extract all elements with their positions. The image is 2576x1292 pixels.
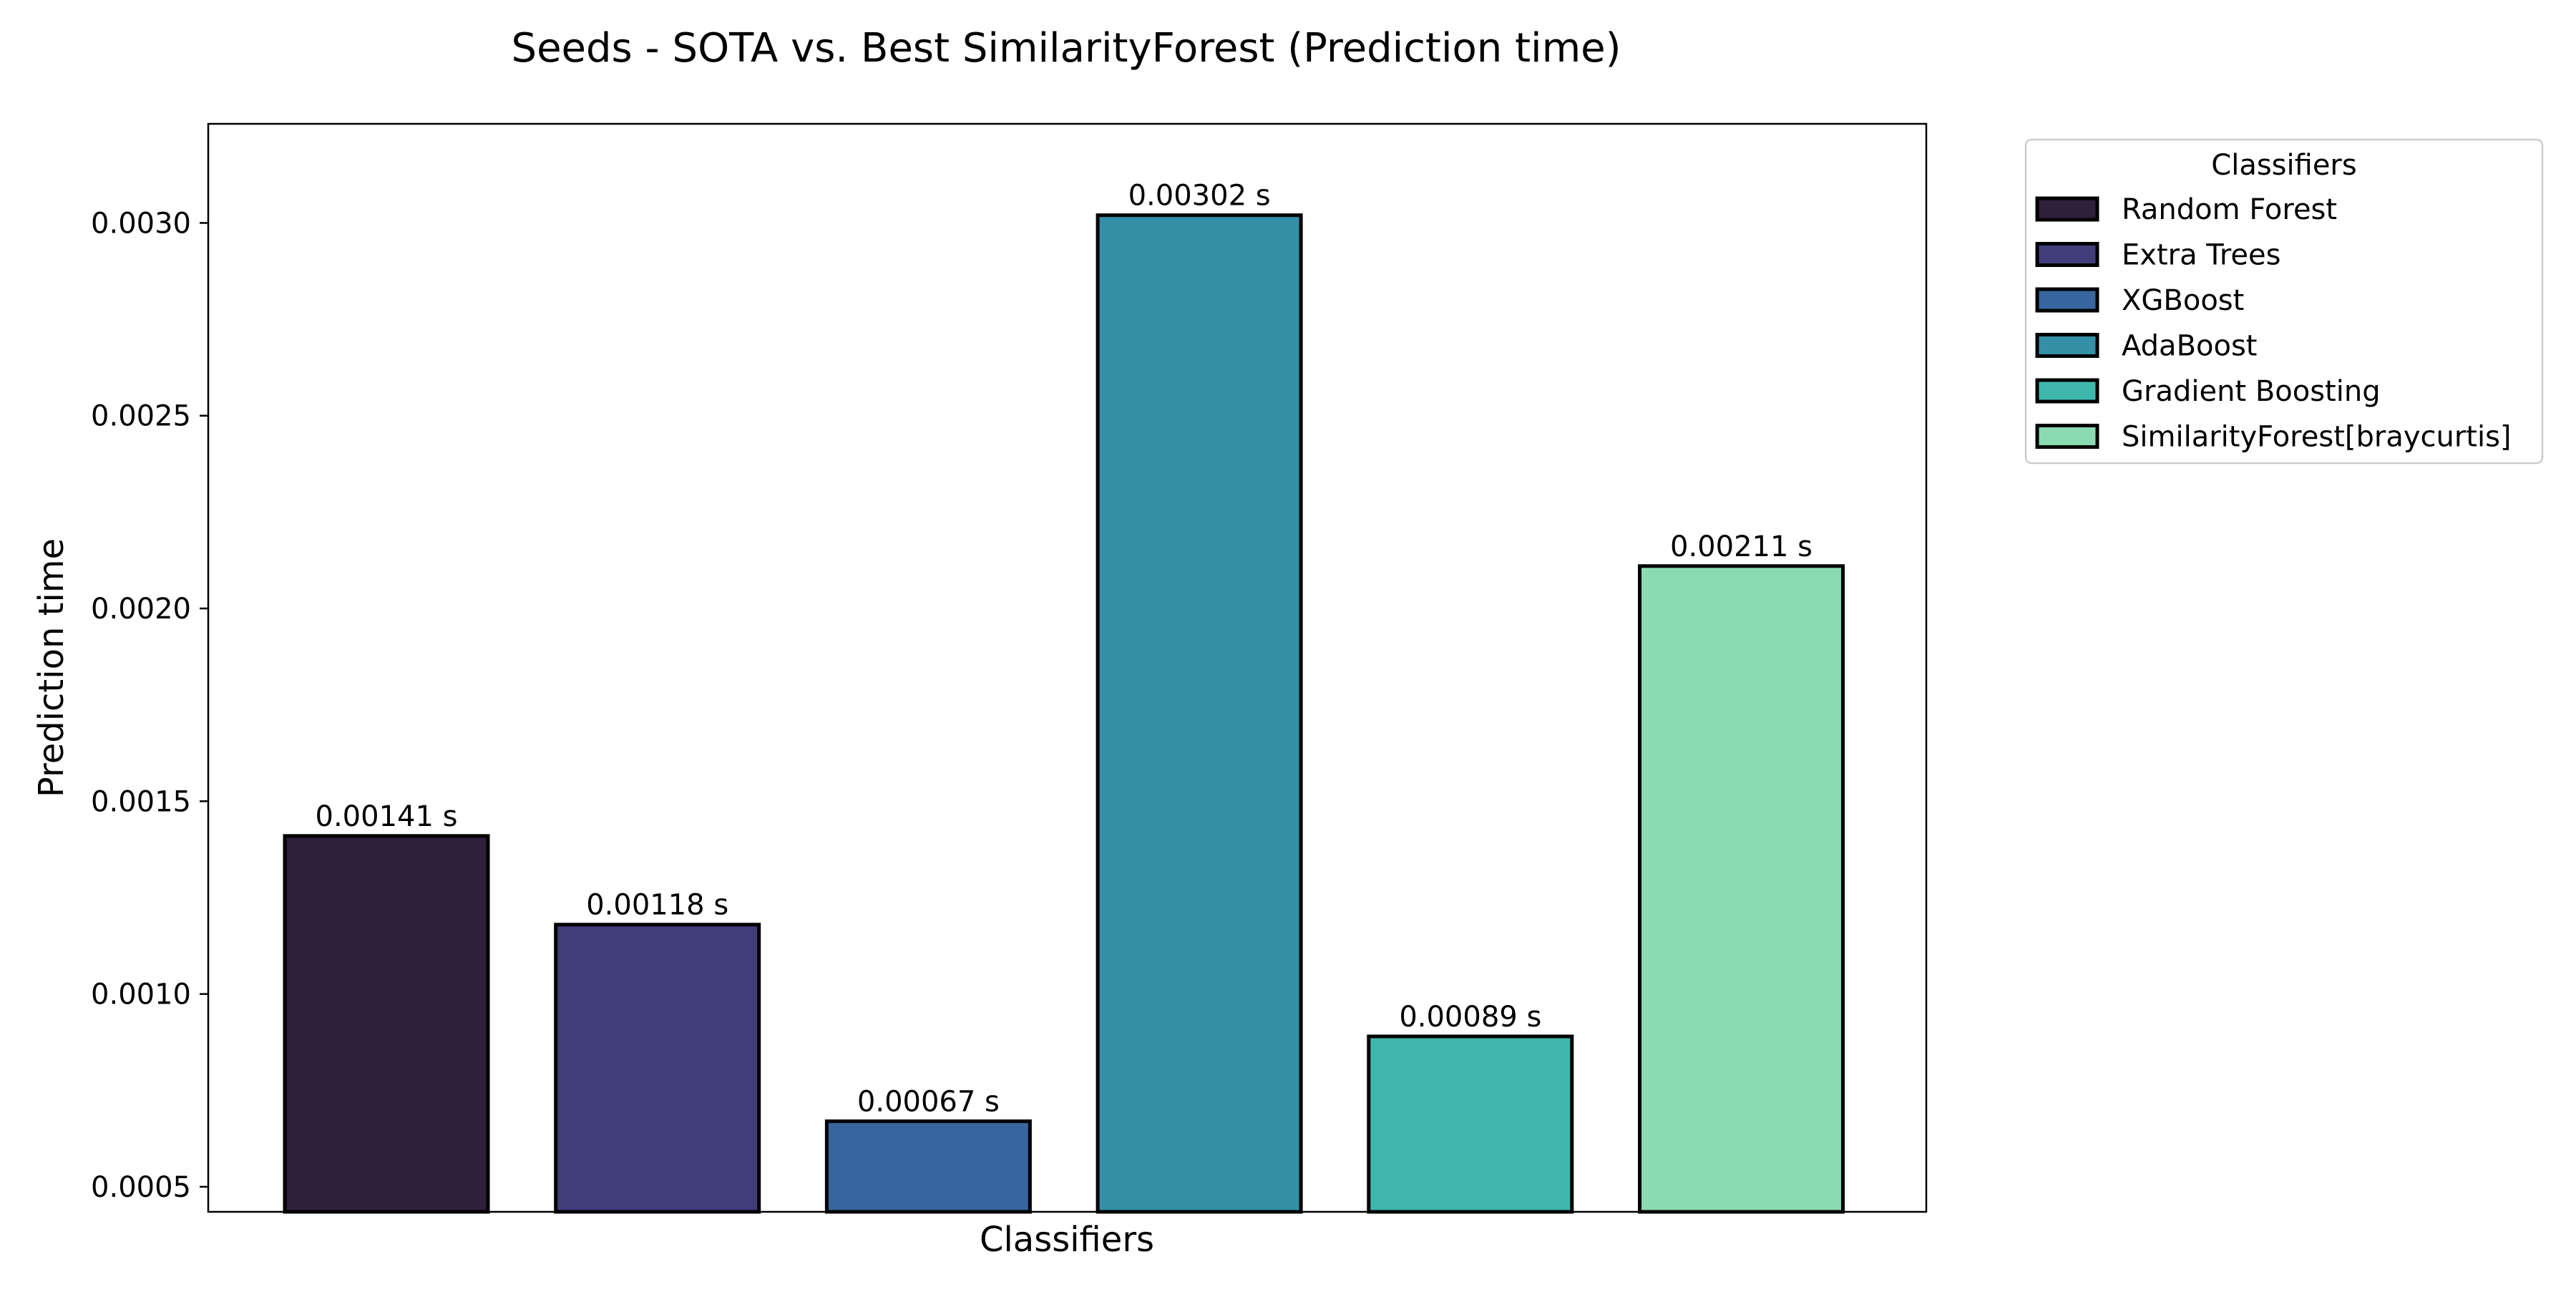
legend-swatch xyxy=(2035,424,2099,449)
bar-value-label: 0.00211 s xyxy=(1670,530,1813,563)
legend-entry-label: Gradient Boosting xyxy=(2122,375,2381,408)
legend-swatch xyxy=(2035,378,2099,404)
bar-gradient-boosting xyxy=(1367,1034,1574,1214)
y-tick-label: 0.0010 xyxy=(91,978,191,1011)
bar-value-label: 0.00067 s xyxy=(857,1085,1000,1118)
legend-entry-label: AdaBoost xyxy=(2122,330,2257,363)
legend-frame xyxy=(2024,138,2544,465)
bar-adaboost xyxy=(1096,213,1303,1214)
legend-entry-label: SimilarityForest[braycurtis] xyxy=(2122,421,2512,454)
bar-value-label: 0.00089 s xyxy=(1399,1001,1541,1034)
data-labels-layer: 0.00141 s 0.00118 s 0.00067 s 0.00302 s 0.00… xyxy=(316,180,1813,1119)
bar-xgboost xyxy=(824,1119,1032,1214)
legend: Classifiers Random Forest Extra Trees XGBo… xyxy=(2024,138,2544,465)
chart-title: Seeds - SOTA vs. Best SimilarityForest (… xyxy=(512,25,1621,72)
legend-swatch xyxy=(2035,196,2099,222)
y-axis-label: Prediction time xyxy=(31,538,72,797)
bar-value-label: 0.00141 s xyxy=(316,800,458,833)
legend-title: Classifiers xyxy=(2211,149,2356,182)
y-axis: 0.0005 0.0010 0.0015 0.0020 0.0025 0.0030 xyxy=(91,207,208,1204)
bar-random-forest xyxy=(283,834,490,1214)
y-tick-label: 0.0025 xyxy=(91,400,191,433)
bars-layer xyxy=(283,213,1845,1214)
y-tick-label: 0.0015 xyxy=(91,785,191,818)
legend-entry-label: Extra Trees xyxy=(2122,239,2280,272)
bar-extra-trees xyxy=(554,923,761,1214)
legend-swatch xyxy=(2035,242,2099,267)
y-tick-label: 0.0030 xyxy=(91,207,191,240)
bar-value-label: 0.00302 s xyxy=(1128,180,1271,213)
legend-entry-label: Random Forest xyxy=(2122,193,2337,226)
legend-swatch xyxy=(2035,333,2099,358)
legend-entry-label: XGBoost xyxy=(2122,284,2244,317)
bar-value-label: 0.00118 s xyxy=(586,889,728,922)
legend-items: Random Forest Extra Trees XGBoost AdaBoost G… xyxy=(2035,193,2512,454)
legend-swatch xyxy=(2035,287,2099,313)
plot-area-frame xyxy=(207,122,1928,1213)
bar-similarityforest-braycurtis xyxy=(1638,564,1845,1214)
x-axis-label: Classifiers xyxy=(980,1220,1154,1260)
y-tick-label: 0.0005 xyxy=(91,1171,191,1204)
y-tick-label: 0.0020 xyxy=(91,593,191,626)
